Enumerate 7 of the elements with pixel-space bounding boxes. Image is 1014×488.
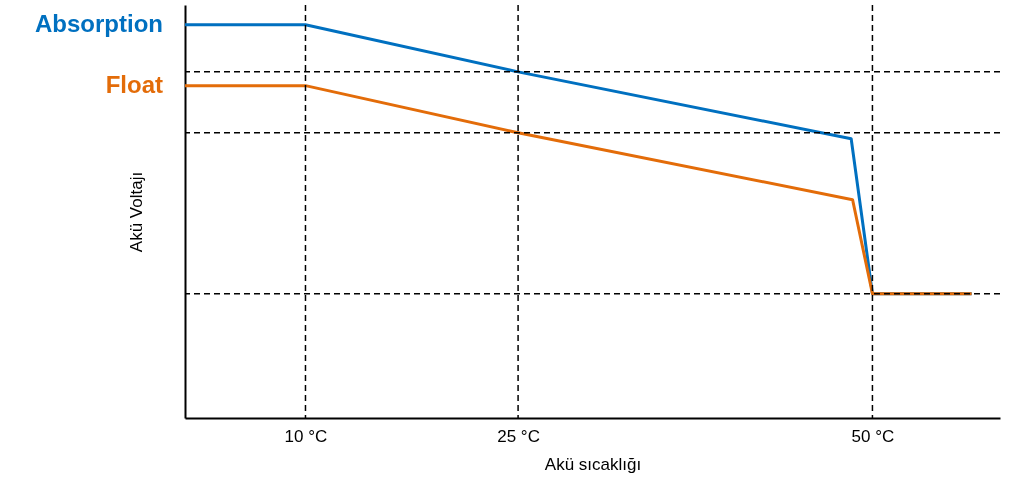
x-tick-label: 25 °C: [497, 426, 540, 446]
x-tick-label: 10 °C: [284, 426, 328, 446]
y-axis-title: Akü Voltajı: [126, 171, 146, 253]
series-label: Absorption: [35, 9, 163, 37]
x-tick-label: 50 °C: [851, 426, 895, 446]
x-axis-title: Akü sıcaklığı: [544, 454, 642, 474]
series-label: Float: [105, 70, 164, 98]
